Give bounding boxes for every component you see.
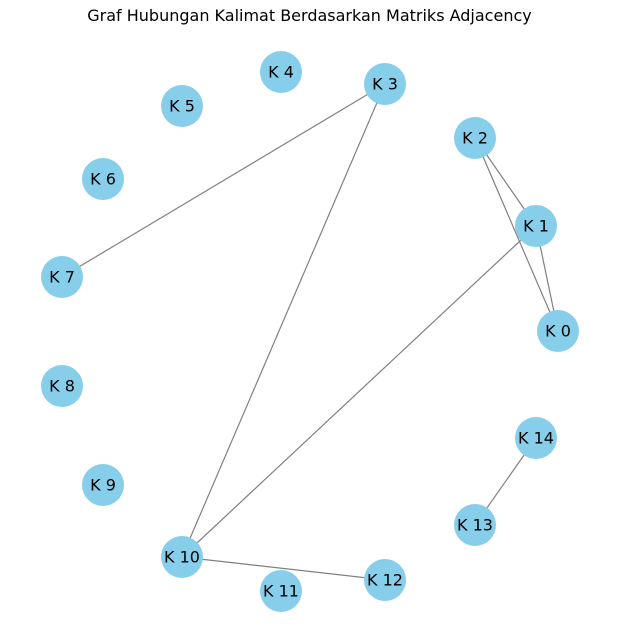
node-k5: K 5	[161, 85, 203, 127]
node-k13: K 13	[454, 504, 496, 546]
node-circle	[537, 310, 579, 352]
node-label: K 2	[462, 129, 488, 148]
node-label: K 6	[90, 170, 116, 189]
node-circle	[161, 536, 203, 578]
node-k0: K 0	[537, 310, 579, 352]
node-label: K 4	[268, 63, 294, 82]
node-circle	[454, 117, 496, 159]
node-k11: K 11	[260, 570, 302, 612]
node-label: K 12	[367, 571, 403, 590]
node-label: K 1	[523, 217, 549, 236]
node-circle	[364, 559, 406, 601]
node-circle	[260, 51, 302, 93]
node-circle	[260, 570, 302, 612]
node-label: K 8	[49, 377, 75, 396]
node-circle	[454, 504, 496, 546]
node-k9: K 9	[82, 464, 124, 506]
node-circle	[515, 417, 557, 459]
node-label: K 7	[49, 268, 75, 287]
node-k12: K 12	[364, 559, 406, 601]
node-k3: K 3	[364, 63, 406, 105]
edges-layer	[61, 83, 559, 581]
node-label: K 14	[518, 429, 554, 448]
node-label: K 0	[545, 322, 571, 341]
node-k2: K 2	[454, 117, 496, 159]
node-circle	[82, 158, 124, 200]
node-circle	[41, 256, 83, 298]
node-k7: K 7	[41, 256, 83, 298]
node-k8: K 8	[41, 365, 83, 407]
node-label: K 13	[457, 516, 493, 535]
edge-k3-k10	[181, 83, 386, 558]
nodes-layer: K 0 K 1 K 2 K 3 K 4 K 5 K 6 K 7 K 8 K 9 K 10 K 11 K …	[41, 51, 579, 612]
edge-k0-k2	[474, 137, 559, 332]
node-label: K 9	[90, 476, 116, 495]
node-label: K 5	[169, 97, 195, 116]
node-circle	[161, 85, 203, 127]
node-circle	[41, 365, 83, 407]
edge-k1-k10	[181, 225, 537, 558]
node-label: K 3	[372, 75, 398, 94]
node-circle	[515, 205, 557, 247]
graph-title: Graf Hubungan Kalimat Berdasarkan Matrik…	[87, 6, 532, 25]
edge-k10-k12	[181, 556, 386, 581]
node-label: K 11	[263, 582, 299, 601]
edge-k3-k7	[61, 83, 386, 278]
node-k4: K 4	[260, 51, 302, 93]
node-k1: K 1	[515, 205, 557, 247]
node-k10: K 10	[161, 536, 203, 578]
node-k6: K 6	[82, 158, 124, 200]
node-k14: K 14	[515, 417, 557, 459]
node-circle	[82, 464, 124, 506]
node-circle	[364, 63, 406, 105]
node-label: K 10	[164, 548, 200, 567]
